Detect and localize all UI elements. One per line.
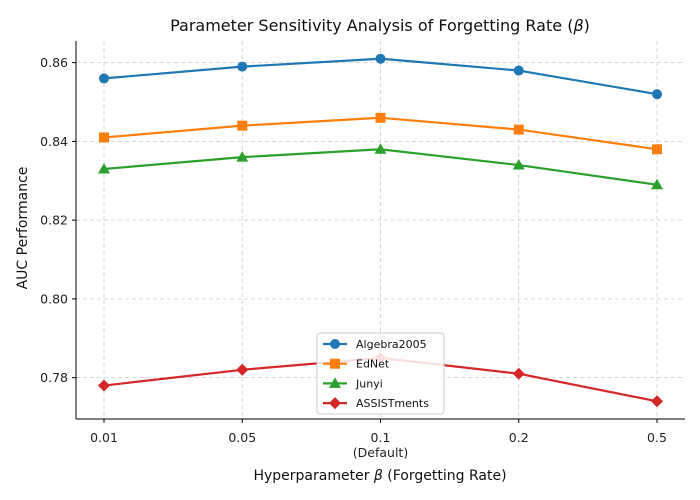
data-point-algebra2005 — [652, 89, 662, 100]
data-point-assistments — [98, 379, 110, 392]
y-tick-label: 0.86 — [40, 55, 68, 70]
x-axis-title: Hyperparameter β (Forgetting Rate) — [253, 468, 506, 484]
data-point-ednet — [375, 112, 386, 123]
x-tick-label: 0.01 — [90, 430, 118, 445]
legend-marker — [329, 397, 341, 410]
series-junyi — [98, 143, 663, 190]
legend-box — [316, 332, 445, 415]
y-tick-label: 0.78 — [40, 370, 68, 385]
data-point-assistments — [651, 395, 663, 408]
x-tick-label: 0.1 — [371, 430, 391, 445]
series-ednet — [99, 112, 662, 155]
data-point-assistments — [236, 363, 249, 376]
legend-marker — [330, 358, 340, 369]
data-point-algebra2005 — [513, 65, 524, 76]
legend: Algebra2005 EdNet Junyi ASSISTments — [316, 332, 445, 415]
y-tick-label: 0.82 — [40, 213, 68, 228]
y-tick-label: 0.84 — [40, 134, 68, 149]
legend-item-assistments: ASSISTments — [323, 397, 429, 410]
x-tick-label: 0.05 — [228, 430, 256, 445]
data-point-ednet — [652, 144, 662, 155]
data-point-ednet — [513, 124, 524, 135]
data-point-algebra2005 — [237, 61, 248, 72]
legend-label: EdNet — [356, 358, 390, 371]
data-point-junyi — [374, 143, 387, 154]
legend-label: ASSISTments — [356, 397, 429, 410]
data-point-ednet — [237, 120, 248, 131]
y-axis-title: AUC Performance — [15, 167, 31, 290]
legend-item-junyi: Junyi — [323, 377, 383, 390]
y-ticks: 0.78 0.80 0.82 0.84 0.86 — [40, 55, 76, 385]
data-point-algebra2005 — [375, 53, 386, 64]
legend-marker — [329, 377, 341, 388]
data-point-algebra2005 — [99, 73, 109, 84]
legend-label: Algebra2005 — [356, 338, 427, 351]
legend-marker — [330, 339, 340, 349]
data-point-ednet — [99, 132, 109, 143]
legend-label: Junyi — [355, 377, 383, 390]
chart-title: Parameter Sensitivity Analysis of Forget… — [170, 16, 590, 35]
data-point-junyi — [98, 162, 110, 174]
series-algebra2005 — [99, 53, 662, 100]
x-tick-sublabel: (Default) — [353, 445, 408, 460]
y-tick-label: 0.80 — [40, 291, 68, 306]
data-point-assistments — [512, 367, 525, 380]
data-point-junyi — [651, 178, 663, 190]
legend-item-ednet: EdNet — [323, 358, 390, 371]
legend-item-algebra2005: Algebra2005 — [323, 338, 427, 351]
data-point-junyi — [512, 159, 525, 170]
x-tick-label: 0.2 — [509, 430, 529, 445]
x-tick-label: 0.5 — [647, 430, 667, 445]
data-point-junyi — [236, 151, 249, 162]
x-ticks: 0.01 0.05 0.1(Default) 0.2 0.5 — [90, 419, 667, 460]
